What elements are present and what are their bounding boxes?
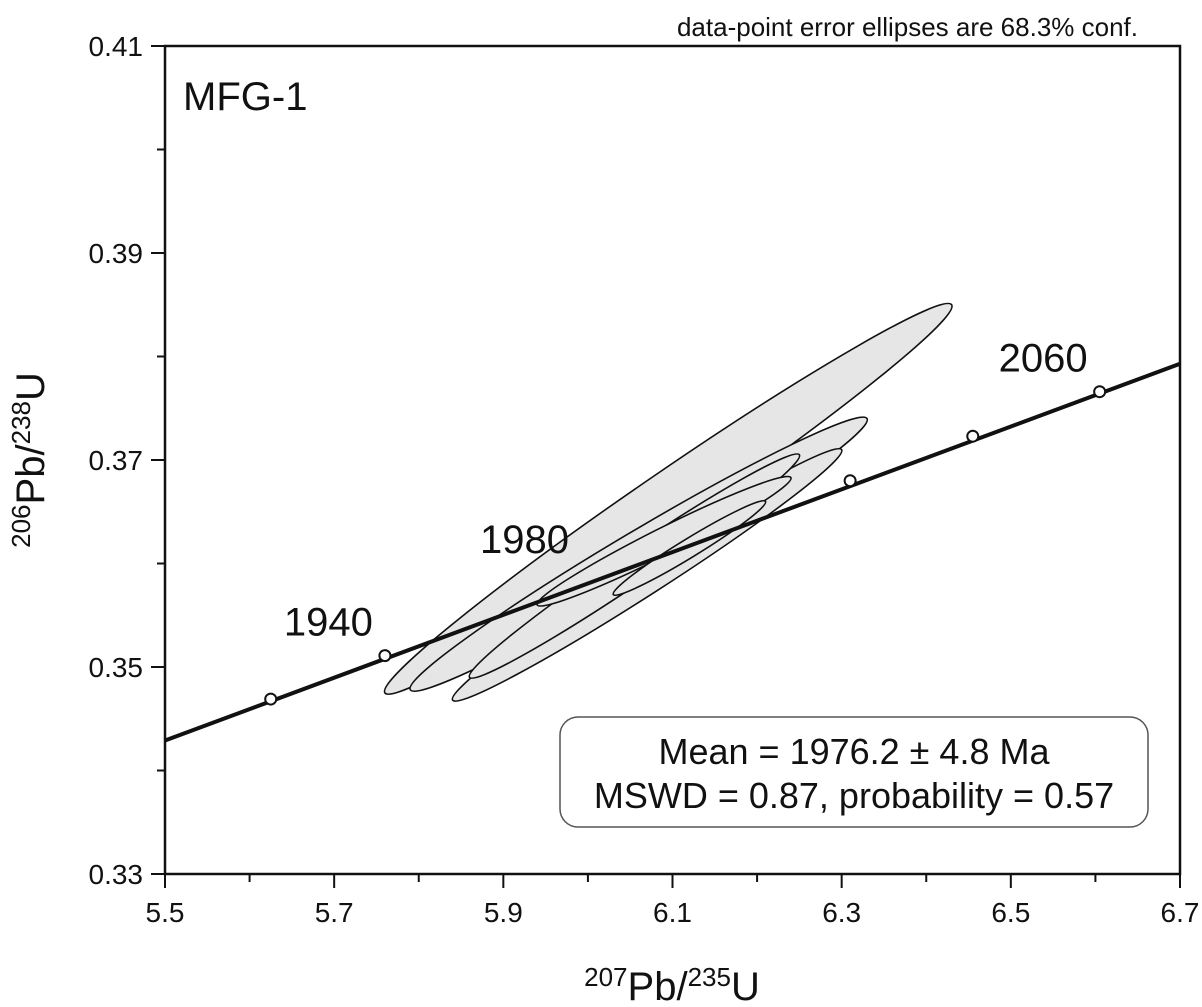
y-axis-title: 206Pb/238U (6, 372, 53, 548)
y-tick-label: 0.37 (89, 445, 144, 476)
confidence-note: data-point error ellipses are 68.3% conf… (677, 12, 1138, 42)
stats-mean: Mean = 1976.2 ± 4.8 Ma (658, 731, 1050, 772)
error-ellipse (612, 499, 767, 597)
x-tick-label: 6.3 (822, 897, 861, 928)
y-tick-label: 0.33 (89, 859, 144, 890)
age-label-2060: 2060 (999, 337, 1088, 381)
x-tick-label: 6.5 (991, 897, 1030, 928)
concordia-curve (165, 361, 1180, 743)
age-label-1980: 1980 (480, 518, 569, 562)
x-tick-label: 5.7 (315, 897, 354, 928)
concordia-age-marker (966, 429, 980, 443)
concordia-age-marker (378, 649, 392, 663)
x-tick-label: 5.9 (484, 897, 523, 928)
y-tick-label: 0.39 (89, 238, 144, 269)
x-axis-title: 207Pb/235U (584, 962, 760, 1007)
y-tick-label: 0.35 (89, 652, 144, 683)
x-tick-label: 6.7 (1161, 897, 1200, 928)
stats-box (559, 716, 1149, 828)
concordia-age-marker (1093, 385, 1107, 399)
concordia-age-marker (843, 474, 857, 488)
y-tick-label: 0.41 (89, 31, 144, 62)
x-tick-label: 5.5 (146, 897, 185, 928)
sample-label: MFG-1 (183, 75, 307, 119)
age-label-1940: 1940 (284, 601, 373, 645)
x-tick-label: 6.1 (653, 897, 692, 928)
concordia-age-marker (264, 692, 278, 706)
stats-mswd: MSWD = 0.87, probability = 0.57 (594, 775, 1114, 816)
